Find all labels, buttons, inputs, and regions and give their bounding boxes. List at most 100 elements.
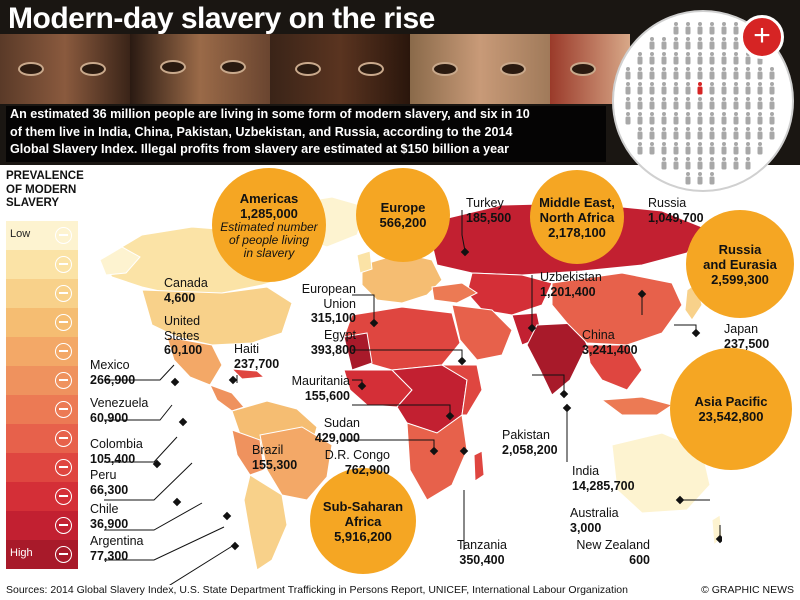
legend-swatch: [6, 453, 78, 482]
country-label-brazil: Brazil 155,300: [252, 443, 297, 472]
country-name: Japan: [724, 322, 759, 336]
region-australia: [611, 432, 711, 514]
expand-plus-button[interactable]: +: [740, 15, 784, 59]
region-usa: [141, 286, 293, 346]
country-value: 4,600: [164, 290, 196, 305]
country-label-australia: Australia 3,000: [570, 506, 619, 535]
person-icon: [745, 112, 751, 125]
country-name: Tanzania: [456, 538, 508, 552]
legend-swatch: [6, 482, 78, 511]
legend-title-line: PREVALENCE: [6, 170, 84, 182]
legend-swatch: High: [6, 540, 78, 569]
region-southern-africa: [406, 414, 468, 501]
country-value: 237,500: [724, 336, 770, 351]
person-icon: [757, 127, 763, 140]
person-icon: [673, 142, 679, 155]
person-icon: [661, 82, 667, 95]
person-icon: [709, 127, 715, 140]
minus-icon: [55, 314, 72, 331]
region-note: of people living: [228, 232, 310, 247]
person-icon: [733, 97, 739, 110]
person-icon: [757, 97, 763, 110]
country-name: Sudan: [323, 416, 360, 430]
person-icon: [661, 112, 667, 125]
region-name: and Eurasia: [703, 256, 777, 272]
person-icon: [673, 22, 679, 35]
person-icon: [697, 82, 703, 95]
minus-icon: [55, 488, 72, 505]
legend-title: PREVALENCE OF MODERN SLAVERY: [6, 170, 84, 211]
country-label-argentina: Argentina 77,300: [90, 534, 144, 563]
legend-low-label: Low: [10, 228, 31, 240]
intro-line: of them live in India, China, Pakistan, …: [10, 124, 513, 139]
country-label-pakistan: Pakistan 2,058,200: [502, 428, 558, 457]
region-note: Estimated number: [220, 219, 318, 234]
person-icon: [625, 112, 631, 125]
minus-icon: [55, 343, 72, 360]
country-value: 393,800: [310, 342, 356, 357]
country-name: Union: [323, 296, 356, 311]
minus-icon: [55, 401, 72, 418]
person-icon: [733, 37, 739, 50]
person-icon: [685, 97, 691, 110]
region-east-africa: [440, 364, 483, 416]
person-icon: [661, 52, 667, 65]
country-label-tanzania: Tanzania 350,400: [442, 538, 522, 567]
face-photo: [0, 34, 130, 104]
country-label-canada: Canada 4,600: [164, 276, 208, 305]
person-icon: [685, 127, 691, 140]
country-name: Haiti: [234, 342, 260, 356]
person-icon: [685, 112, 691, 125]
country-label-sudan: Sudan 429,000: [290, 416, 360, 445]
person-icon: [697, 52, 703, 65]
region-name: Sub-Saharan: [322, 498, 404, 514]
region-bubble-asia-pacific: Asia Pacific 23,542,800: [670, 348, 792, 470]
person-icon: [673, 127, 679, 140]
country-label-japan: Japan 237,500: [724, 322, 769, 351]
legend-swatch: Low: [6, 221, 78, 250]
country-name: Uzbekistan: [540, 270, 602, 284]
country-value: 105,400: [90, 451, 136, 466]
country-value: 350,400: [459, 552, 505, 567]
region-bubble-europe: Europe 566,200: [356, 168, 450, 262]
country-name: Australia: [570, 506, 619, 520]
minus-icon: [55, 256, 72, 273]
person-icon: [661, 37, 667, 50]
intro-text: An estimated 36 million people are livin…: [6, 106, 606, 162]
country-value: 185,500: [466, 210, 512, 225]
person-icon: [721, 67, 727, 80]
person-icon: [721, 142, 727, 155]
person-icon: [709, 22, 715, 35]
country-name: India: [572, 464, 600, 478]
country-name: D.R. Congo: [324, 448, 390, 462]
region-south-america-south: [243, 474, 288, 571]
region-bubble-middle-east-north-africa: Middle East, North Africa 2,178,100: [530, 170, 624, 264]
person-icon: [697, 22, 703, 35]
country-label-chile: Chile 36,900: [90, 502, 128, 531]
country-name: Canada: [164, 276, 208, 290]
person-icon: [769, 82, 775, 95]
country-value: 66,300: [90, 482, 129, 497]
region-name: Europe: [380, 200, 426, 215]
country-name: States: [164, 328, 200, 343]
country-label-colombia: Colombia 105,400: [90, 437, 143, 466]
person-icon: [673, 37, 679, 50]
person-icon: [721, 157, 727, 170]
country-value: 3,241,400: [582, 342, 638, 357]
country-value: 60,900: [90, 410, 129, 425]
person-icon: [697, 67, 703, 80]
legend-title-line: SLAVERY: [6, 197, 60, 209]
country-name: Egypt: [324, 328, 356, 342]
person-icon: [709, 112, 715, 125]
country-label-russia: Russia 1,049,700: [648, 196, 704, 225]
person-icon: [649, 67, 655, 80]
person-icon: [721, 97, 727, 110]
person-icon: [745, 157, 751, 170]
person-icon: [709, 52, 715, 65]
person-icon: [673, 52, 679, 65]
person-icon: [733, 82, 739, 95]
country-name: China: [582, 328, 615, 342]
region-value: 23,542,800: [698, 409, 764, 424]
sources-note: Sources: 2014 Global Slavery Index, U.S.…: [6, 584, 628, 596]
legend-swatch: [6, 250, 78, 279]
